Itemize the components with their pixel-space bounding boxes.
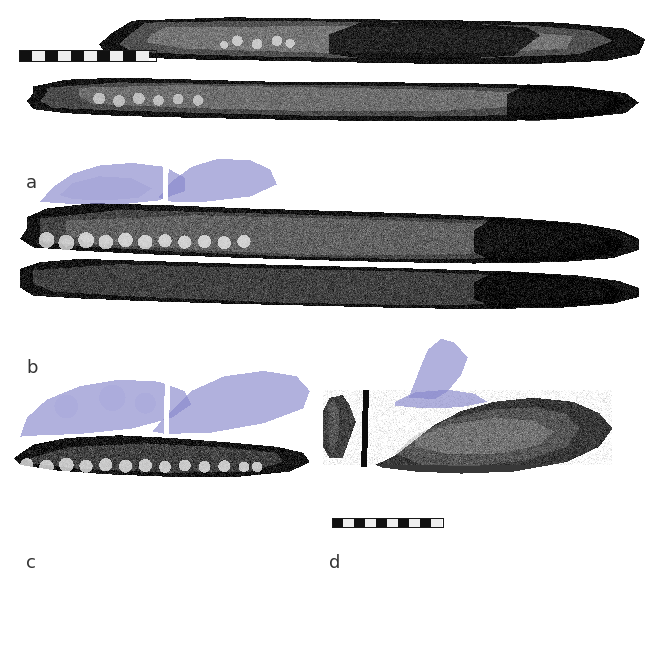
Text: b: b — [26, 359, 38, 377]
Text: a: a — [26, 174, 38, 193]
Text: c: c — [26, 554, 36, 572]
Text: d: d — [329, 554, 340, 572]
